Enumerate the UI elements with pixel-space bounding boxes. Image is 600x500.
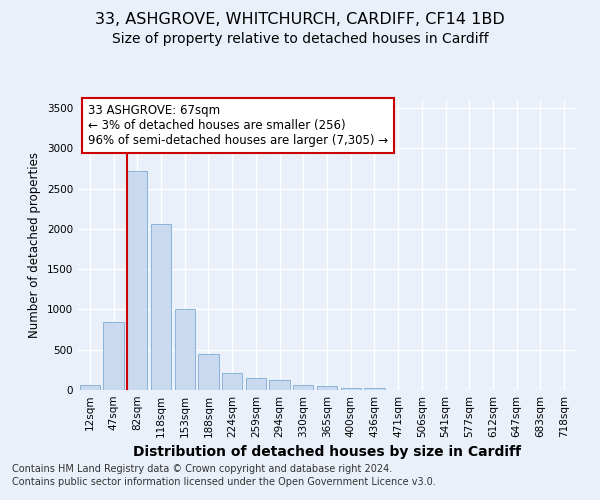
Bar [317, 386, 337, 390]
Bar [364, 388, 385, 390]
Bar [269, 380, 290, 390]
Bar [199, 354, 218, 390]
Bar [175, 310, 195, 390]
Text: Contains public sector information licensed under the Open Government Licence v3: Contains public sector information licen… [12, 477, 436, 487]
Text: 33, ASHGROVE, WHITCHURCH, CARDIFF, CF14 1BD: 33, ASHGROVE, WHITCHURCH, CARDIFF, CF14 … [95, 12, 505, 28]
Text: Size of property relative to detached houses in Cardiff: Size of property relative to detached ho… [112, 32, 488, 46]
Bar [246, 378, 266, 390]
X-axis label: Distribution of detached houses by size in Cardiff: Distribution of detached houses by size … [133, 446, 521, 460]
Y-axis label: Number of detached properties: Number of detached properties [28, 152, 41, 338]
Bar [293, 385, 313, 390]
Bar [341, 388, 361, 390]
Bar [127, 171, 148, 390]
Bar [80, 385, 100, 390]
Text: Contains HM Land Registry data © Crown copyright and database right 2024.: Contains HM Land Registry data © Crown c… [12, 464, 392, 474]
Bar [103, 322, 124, 390]
Bar [222, 373, 242, 390]
Bar [151, 224, 171, 390]
Text: 33 ASHGROVE: 67sqm
← 3% of detached houses are smaller (256)
96% of semi-detache: 33 ASHGROVE: 67sqm ← 3% of detached hous… [88, 104, 388, 148]
